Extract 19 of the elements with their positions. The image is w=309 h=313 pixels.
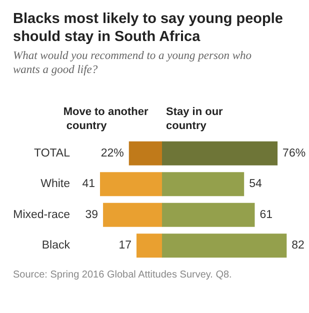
data-label: 22% xyxy=(100,147,124,160)
y-tick-label: TOTAL xyxy=(34,147,71,160)
data-label: 82 xyxy=(292,240,305,252)
data-label: 39 xyxy=(85,208,98,221)
data-label: 76% xyxy=(282,147,306,160)
y-tick-label: Mixed-race xyxy=(13,208,70,221)
chart-title: Blacks most likely to say young people should stay in South Africa xyxy=(13,11,287,45)
series-label: Stay in our country xyxy=(166,106,226,132)
y-tick-label: White xyxy=(40,178,70,190)
chart-subtitle: What would you recommend to a young person who wants a good life? xyxy=(13,50,254,76)
series-label: Move to another country xyxy=(63,106,149,132)
data-label: 54 xyxy=(249,178,263,190)
data-label: 17 xyxy=(118,240,132,252)
data-label: 61 xyxy=(260,208,273,221)
source-note: Source: Spring 2016 Global Attitudes Survey. Q8. xyxy=(13,270,232,280)
data-label: 41 xyxy=(82,178,95,190)
y-tick-label: Black xyxy=(42,240,70,252)
bar xyxy=(136,234,162,258)
bar xyxy=(128,141,162,166)
